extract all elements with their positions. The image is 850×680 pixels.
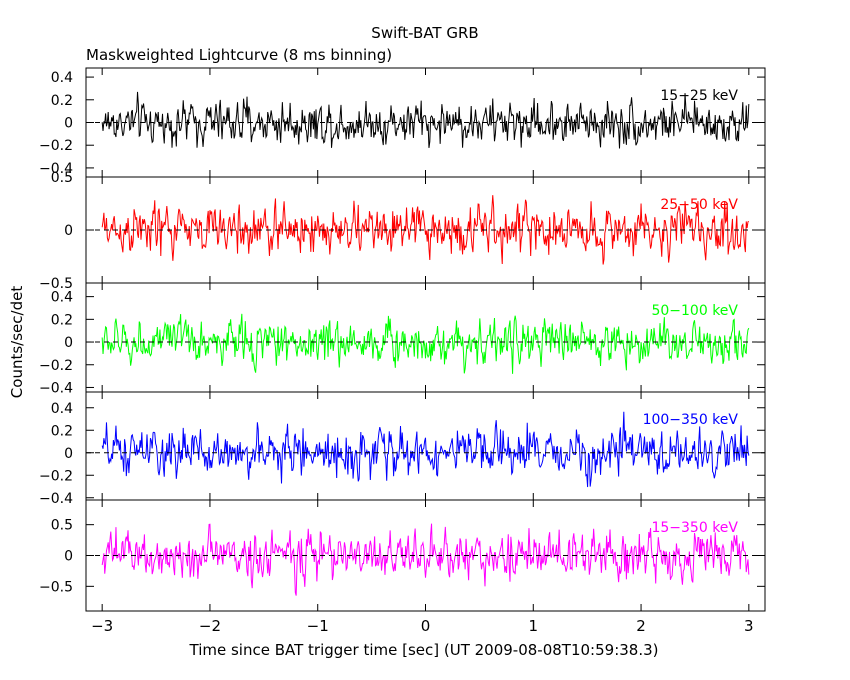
panel-3-ytick-label: 0.2 (51, 312, 73, 328)
panel-4-ytick-label: −0.4 (39, 491, 73, 507)
panel-3-ytick-label: 0.4 (51, 290, 73, 306)
panel-1-lightcurve (101, 91, 750, 149)
x-tick-label: −1 (307, 617, 329, 635)
panel-3-band-label: 50−100 keV (651, 303, 738, 319)
panel-3-ytick-label: −0.2 (39, 358, 73, 374)
panel-1-ytick-label: 0 (64, 116, 73, 132)
panel-4-ytick-label: 0.4 (51, 401, 73, 417)
panel-2-ytick-label: 0.5 (51, 170, 73, 186)
panel-5-ytick-label: −0.5 (39, 579, 73, 595)
panel-5-ytick-label: 0.5 (51, 518, 73, 534)
panel-2-ytick-label: 0 (64, 223, 73, 239)
panel-5-ytick-label: 0 (64, 549, 73, 565)
panel-1-band-label: 15−25 keV (660, 88, 738, 104)
panel-5-band-label: 15−350 keV (651, 520, 738, 536)
panel-2-ytick-label: −0.5 (39, 276, 73, 292)
x-tick-label: −3 (91, 617, 113, 635)
panel-4-ytick-label: 0.2 (51, 423, 73, 439)
x-axis-label: Time since BAT trigger time [sec] (UT 20… (189, 641, 659, 659)
panel-1-ytick-label: −0.2 (39, 138, 73, 154)
chart-title: Swift-BAT GRB (371, 24, 478, 42)
panel-1-ytick-label: 0.2 (51, 93, 73, 109)
x-tick-label: −2 (199, 617, 221, 635)
x-tick-label: 1 (529, 617, 539, 635)
y-axis-label: Counts/sec/det (8, 286, 26, 399)
panel-4-ytick-label: −0.2 (39, 468, 73, 484)
panels-group: −0.4 −0.2 0 0.2 0.4 15−25 keV −0.5 0 0.5 25−50 ke… (39, 67, 766, 635)
x-tick-label: 0 (421, 617, 431, 635)
panel-3-ytick-label: −0.4 (39, 380, 73, 396)
panel-3-ytick-label: 0 (64, 335, 73, 351)
panel-4-band-label: 100−350 keV (643, 412, 739, 428)
chart-subtitle: Maskweighted Lightcurve (8 ms binning) (86, 46, 392, 64)
panel-4-ytick-label: 0 (64, 446, 73, 462)
x-tick-label: 3 (744, 617, 754, 635)
panel-2-band-label: 25−50 keV (660, 197, 738, 213)
panel-4-lightcurve (101, 411, 750, 488)
panel-5-lightcurve (101, 523, 750, 596)
panel-2-lightcurve (101, 195, 750, 265)
panel-1-ytick-label: −0.4 (39, 161, 73, 177)
x-tick-label: 2 (636, 617, 646, 635)
panel-3-lightcurve (101, 313, 750, 374)
panel-1-ytick-label: 0.4 (51, 70, 73, 86)
